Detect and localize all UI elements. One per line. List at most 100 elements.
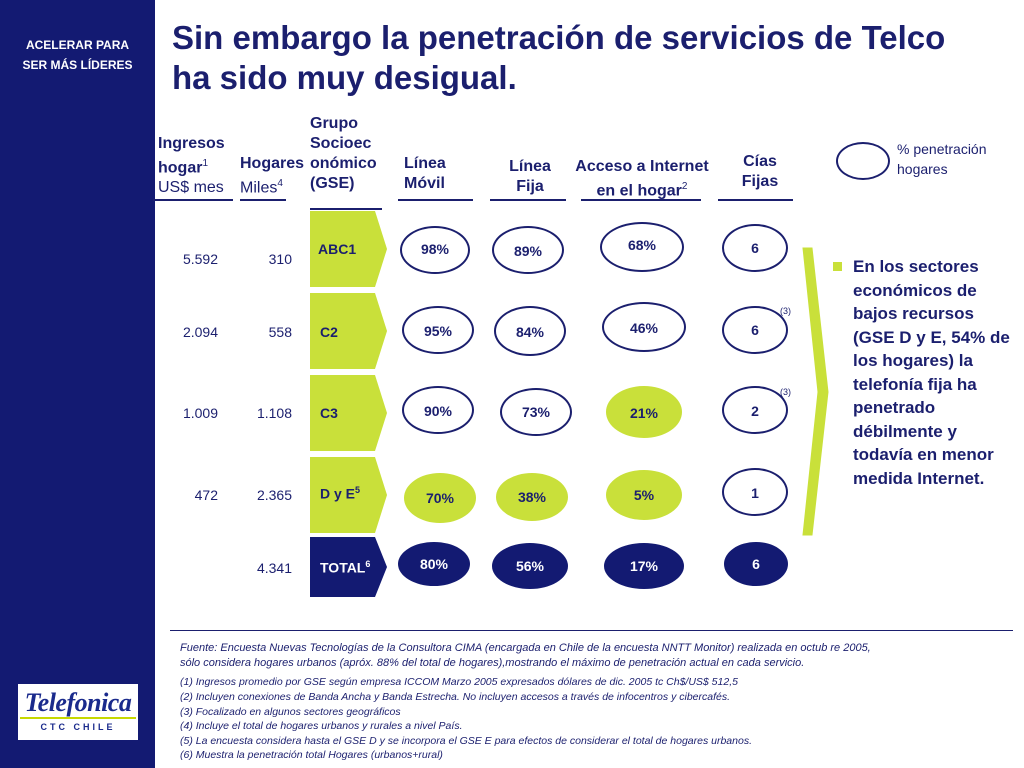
oval-movil-total — [398, 542, 470, 586]
footnote-1: (1) Ingresos promedio por GSE según empr… — [180, 676, 738, 688]
cias-abc1: 6 — [751, 240, 759, 256]
cias-c2: 6 — [751, 322, 759, 338]
header-gse-l3: onómico — [310, 155, 377, 172]
gse-arrow-c3 — [310, 375, 387, 451]
ingresos-abc1: 5.592 — [182, 251, 218, 267]
header-ingresos: Ingresos hogar1 US$ mes — [158, 134, 225, 198]
header-movil-l1: Línea — [404, 155, 446, 172]
page-title: Sin embargo la penetración de servicios … — [172, 18, 1012, 98]
tagline-line1: ACELERAR PARA — [25, 38, 130, 52]
hogares-c2: 558 — [268, 324, 292, 340]
oval-fija-total — [492, 543, 568, 589]
fija-c2: 84% — [515, 324, 545, 340]
gse-arrow-c2 — [310, 293, 387, 369]
header-ingresos-l1: Ingresos — [158, 135, 225, 152]
oval-cias-c3 — [722, 386, 788, 434]
source-line2: sólo considera hogares urbanos (apróx. 8… — [180, 657, 805, 669]
header-internet-l1: Acceso a Internet — [575, 158, 709, 175]
fija-c3: 73% — [521, 404, 551, 420]
footnote-5: (5) La encuesta considera hasta el GSE D… — [180, 735, 752, 747]
underline-gse — [310, 208, 382, 210]
underline-internet — [581, 199, 701, 201]
header-gse-l4: (GSE) — [310, 175, 355, 192]
oval-movil-dye — [404, 473, 476, 523]
hogares-total: 4.341 — [256, 560, 292, 576]
gse-arrow-abc1 — [310, 211, 387, 287]
header-gse: Grupo Socioec onómico (GSE) — [310, 114, 377, 194]
oval-cias-c2 — [722, 306, 788, 354]
underline-cias — [718, 199, 793, 201]
internet-dye: 5% — [633, 487, 655, 503]
header-movil-l2: Móvil — [404, 175, 445, 192]
header-hogares: Hogares Miles4 — [240, 154, 304, 198]
header-ingresos-l2: hogar1 — [158, 158, 209, 177]
underline-fija — [490, 199, 566, 201]
footnote-4: (4) Incluye el total de hogares urbanos … — [180, 720, 463, 732]
oval-internet-dye — [606, 470, 682, 520]
movil-c3: 90% — [423, 403, 453, 419]
logo-brand: Telefonica — [24, 688, 132, 717]
oval-internet-total — [604, 543, 684, 589]
oval-internet-abc1 — [600, 222, 684, 272]
tagline-line2: SER MÁS LÍDERES — [22, 58, 133, 72]
telefonica-logo: Telefonica CTC CHILE — [18, 684, 138, 740]
header-internet: Acceso a Internet en el hogar2 — [562, 157, 722, 201]
header-internet-l2: en el hogar2 — [596, 181, 688, 200]
logo-divider — [20, 717, 136, 719]
internet-c2: 46% — [629, 320, 659, 336]
header-ingresos-l3: US$ mes — [158, 179, 224, 197]
movil-c2: 95% — [423, 323, 453, 339]
header-fija-l1: Línea — [509, 158, 551, 175]
legend-oval-icon — [836, 142, 890, 180]
footer-divider — [170, 630, 1013, 631]
underline-ingresos — [153, 199, 233, 201]
movil-abc1: 98% — [420, 241, 450, 257]
oval-cias-abc1 — [722, 224, 788, 272]
gse-label-c3: C3 — [320, 405, 338, 421]
header-hogares-l1: Hogares — [240, 155, 305, 172]
ingresos-c2: 2.094 — [182, 324, 218, 340]
gse-label-abc1: ABC1 — [318, 241, 357, 257]
header-gse-l2: Socioec — [310, 135, 372, 152]
logo-sub: CTC CHILE — [40, 722, 116, 732]
hogares-abc1: 310 — [268, 251, 292, 267]
sidebar: ACELERAR PARA SER MÁS LÍDERES Telefonica… — [0, 0, 155, 768]
ingresos-dye: 472 — [194, 487, 218, 503]
oval-fija-dye — [496, 473, 568, 521]
oval-movil-c2 — [402, 306, 474, 354]
fija-dye: 38% — [517, 489, 547, 505]
header-cias-l1: Cías — [743, 153, 777, 170]
oval-internet-c2 — [602, 302, 686, 352]
cias-dye: 1 — [751, 485, 759, 501]
internet-c3: 21% — [629, 405, 659, 421]
header-cias: Cías Fijas — [730, 152, 790, 192]
footnote-3: (3) Focalizado en algunos sectores geogr… — [180, 706, 401, 718]
note-ref-c2: (3) — [780, 306, 791, 316]
footnote-2: (2) Incluyen conexiones de Banda Ancha y… — [180, 691, 731, 703]
cias-total: 6 — [752, 556, 760, 572]
bullet-square-icon — [833, 262, 842, 271]
movil-total: 80% — [419, 556, 449, 572]
legend-line2: hogares — [897, 161, 948, 177]
note-ref-c3: (3) — [780, 387, 791, 397]
footnote-6: (6) Muestra la penetración total Hogares… — [180, 749, 443, 761]
gse-label-dye: D y E5 — [320, 485, 361, 502]
gse-arrow-dye — [310, 457, 387, 533]
oval-cias-dye — [722, 468, 788, 516]
cias-c3: 2 — [751, 403, 759, 419]
sidebar-tagline: ACELERAR PARA SER MÁS LÍDERES — [0, 35, 155, 75]
oval-fija-c3 — [500, 388, 572, 436]
oval-cias-total — [724, 542, 788, 586]
gse-label-total: TOTAL6 — [320, 559, 371, 576]
header-movil: Línea Móvil — [404, 154, 446, 194]
internet-abc1: 68% — [627, 237, 657, 253]
bullet-text: En los sectores económicos de bajos recu… — [853, 257, 1010, 488]
oval-internet-c3 — [606, 386, 682, 438]
source-note: Fuente: Encuesta Nuevas Tecnologías de l… — [180, 641, 1000, 671]
title-line2: ha sido muy desigual. — [172, 59, 517, 96]
hogares-c3: 1.108 — [256, 405, 292, 421]
underline-hogares — [240, 199, 286, 201]
oval-movil-c3 — [402, 386, 474, 434]
legend-text: % penetración hogares — [897, 139, 1017, 179]
header-fija-l2: Fija — [516, 178, 544, 195]
